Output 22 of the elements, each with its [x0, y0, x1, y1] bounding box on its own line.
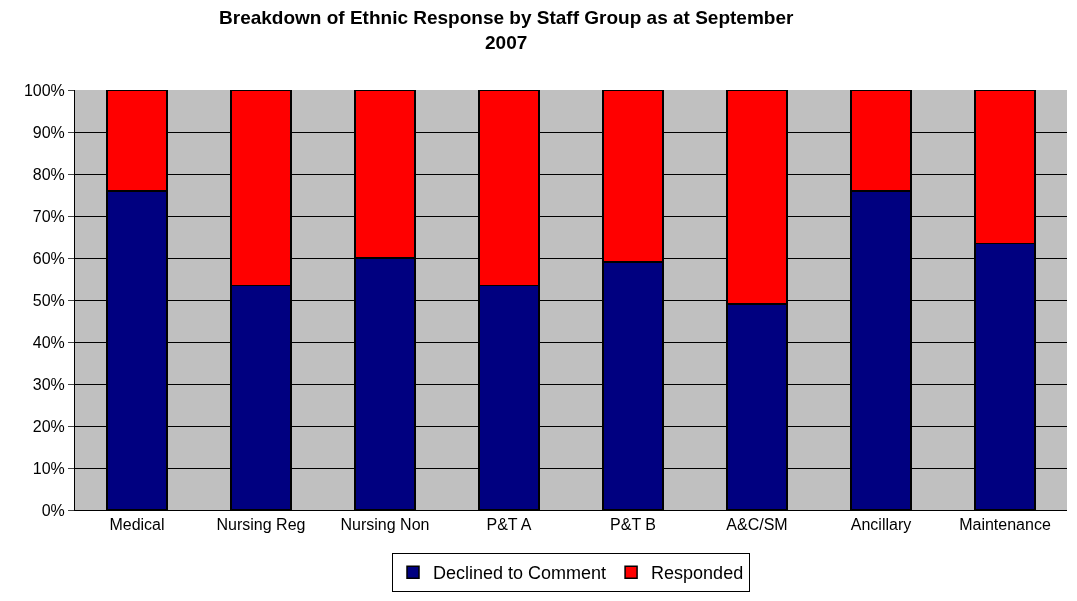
- y-tick-label: 60%: [32, 249, 65, 267]
- x-tick-label: Ancillary: [850, 516, 912, 534]
- x-tick-label: A&C/SM: [726, 516, 788, 534]
- y-tick-label: 90%: [32, 123, 65, 141]
- legend-label: Declined to Comment: [433, 563, 607, 584]
- x-tick-label: P&T B: [610, 516, 656, 534]
- y-tick-label: 20%: [32, 417, 65, 435]
- y-tick-label: 100%: [23, 81, 65, 99]
- x-tick-label: Nursing Reg: [216, 516, 306, 534]
- y-tick-label: 50%: [32, 291, 65, 309]
- y-tick-label: 40%: [32, 333, 65, 351]
- x-tick-label: Nursing Non: [340, 516, 430, 534]
- x-tick-label: Medical: [109, 516, 165, 534]
- chart-title: Breakdown of Ethnic Response by Staff Group as at September 2007: [219, 7, 794, 53]
- y-tick-label: 30%: [32, 375, 65, 393]
- x-tick-label: Maintenance: [959, 516, 1051, 534]
- y-tick-label: 70%: [32, 207, 65, 225]
- legend-label: Responded: [651, 563, 744, 584]
- y-tick-label: 80%: [32, 165, 65, 183]
- y-tick-label: 10%: [32, 459, 65, 477]
- y-tick-label: 0%: [41, 501, 65, 519]
- x-tick-label: P&T A: [486, 516, 532, 534]
